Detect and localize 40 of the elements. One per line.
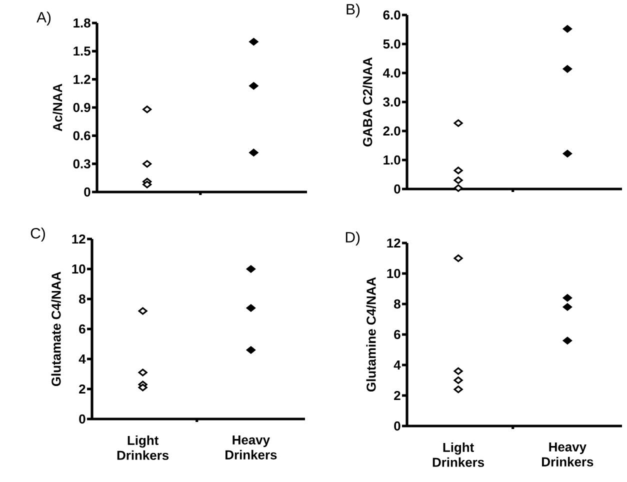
x-tick-label: Heavy Drinkers: [542, 442, 594, 466]
chart-title: B): [346, 4, 360, 18]
y-tick-label: 4: [78, 354, 86, 364]
y-tick-label: 2.0: [383, 126, 400, 136]
y-tick-label: 2: [394, 390, 400, 400]
chart-title: C): [30, 228, 45, 242]
y-tick-label: 0.6: [73, 131, 90, 140]
y-tick-label: 12: [72, 234, 86, 244]
chart-title: D): [346, 232, 360, 246]
y-tick-label: 1.0: [384, 155, 400, 165]
y-tick-label: 6: [79, 324, 86, 334]
y-tick-label: 10: [72, 264, 86, 274]
y-tick-label: 0.3: [73, 159, 90, 168]
y-tick-label: 10: [387, 268, 400, 278]
y-tick-label: 0: [394, 421, 400, 431]
y-tick-label: 5.0: [383, 39, 400, 49]
y-axis-title: Glutamate C4/NAA: [51, 272, 61, 386]
y-tick-label: 0: [394, 184, 400, 194]
y-tick-label: 1.8: [74, 18, 90, 28]
y-tick-label: 1.2: [74, 74, 90, 84]
y-tick-label: 3.0: [383, 97, 400, 107]
x-tick-label: Heavy Drinkers: [226, 435, 277, 460]
y-tick-label: 6.0: [383, 10, 400, 20]
y-tick-label: 0.9: [73, 102, 90, 112]
y-axis-title: Ac/NAA: [52, 84, 62, 132]
y-tick-label: 8: [79, 294, 86, 304]
y-tick-label: 0: [84, 187, 90, 197]
y-axis-title: Glutamine C4/NAA: [366, 277, 376, 392]
x-tick-label: Light Drinkers: [117, 435, 169, 460]
y-tick-label: 4: [394, 360, 401, 370]
y-tick-label: 4.0: [383, 68, 400, 78]
chart-title: A): [36, 12, 51, 26]
y-tick-label: 12: [387, 238, 400, 248]
y-tick-label: 0: [79, 414, 86, 424]
y-tick-label: 1.5: [74, 46, 90, 56]
y-tick-label: 6: [394, 330, 400, 340]
x-tick-label: Light Drinkers: [432, 442, 484, 467]
y-tick-label: 8: [394, 299, 400, 309]
y-tick-label: 2: [79, 384, 86, 394]
y-axis-title: GABA C2/NAA: [362, 57, 372, 146]
